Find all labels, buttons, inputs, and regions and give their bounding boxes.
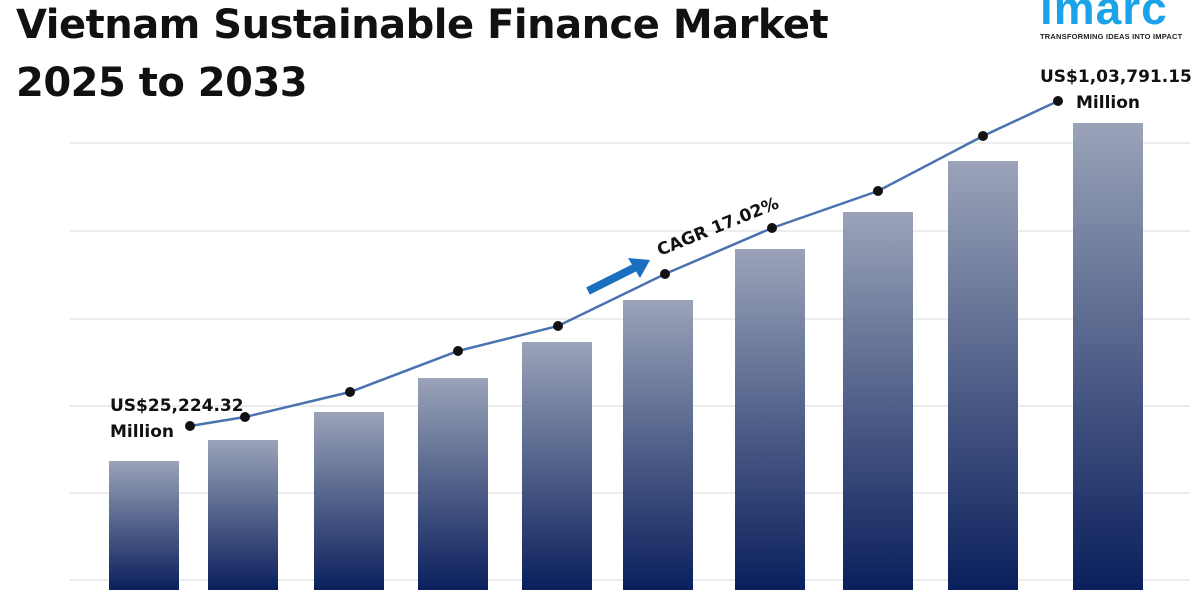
trend-point (1053, 96, 1063, 106)
end-value-label: US$1,03,791.15 (1040, 67, 1192, 87)
imarc-logo: imarc TRANSFORMING IDEAS INTO IMPACT (1040, 0, 1190, 42)
title-line-1: Vietnam Sustainable Finance Market (16, 2, 829, 48)
bar (109, 461, 179, 590)
trend-point (873, 186, 883, 196)
bar (314, 412, 384, 590)
logo-tagline: TRANSFORMING IDEAS INTO IMPACT (1040, 32, 1183, 41)
bar (522, 342, 592, 590)
bar (948, 161, 1018, 590)
cagr-arrow (586, 258, 650, 295)
trend-point (978, 131, 988, 141)
bar (735, 249, 805, 590)
trend-point (767, 223, 777, 233)
trend-point (345, 387, 355, 397)
bar (418, 378, 488, 590)
trend-line (189, 99, 1059, 428)
trend-point (185, 421, 195, 431)
start-value-label: US$25,224.32 (110, 396, 244, 416)
start-unit-label: Million (110, 422, 174, 442)
chart-title: Vietnam Sustainable Finance Market 2025 … (16, 0, 829, 112)
trend-point (553, 321, 563, 331)
title-line-2: 2025 to 2033 (16, 60, 308, 106)
bar (1073, 123, 1143, 590)
trend-point (453, 346, 463, 356)
bar (843, 212, 913, 590)
trend-point (660, 269, 670, 279)
bar (208, 440, 278, 590)
end-unit-label: Million (1076, 93, 1140, 113)
logo-word: imarc (1040, 0, 1168, 34)
bar (623, 300, 693, 590)
trend-point (240, 412, 250, 422)
